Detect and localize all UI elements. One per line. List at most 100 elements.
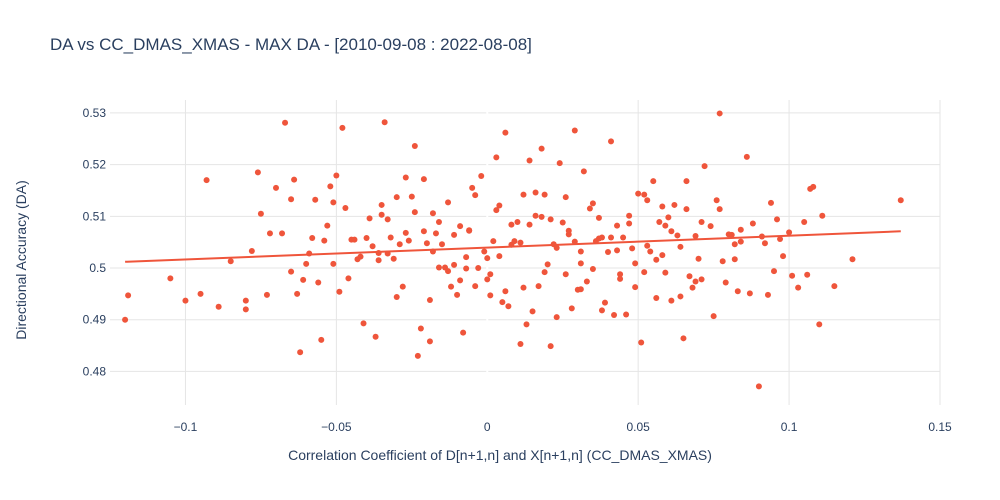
data-point[interactable] xyxy=(755,383,762,390)
data-point[interactable] xyxy=(448,283,455,290)
data-point[interactable] xyxy=(761,240,768,247)
data-point[interactable] xyxy=(541,191,548,198)
data-point[interactable] xyxy=(595,235,602,242)
data-point[interactable] xyxy=(493,154,500,161)
data-point[interactable] xyxy=(327,183,334,190)
data-point[interactable] xyxy=(315,279,322,286)
data-point[interactable] xyxy=(300,276,307,283)
data-point[interactable] xyxy=(312,196,319,203)
data-point[interactable] xyxy=(393,194,400,201)
data-point[interactable] xyxy=(728,231,735,238)
data-point[interactable] xyxy=(390,255,397,262)
data-point[interactable] xyxy=(303,260,310,267)
data-point[interactable] xyxy=(417,325,424,332)
data-point[interactable] xyxy=(758,233,765,240)
data-point[interactable] xyxy=(816,321,823,328)
data-point[interactable] xyxy=(529,308,536,315)
data-point[interactable] xyxy=(499,299,506,306)
data-point[interactable] xyxy=(463,254,470,261)
data-point[interactable] xyxy=(197,290,204,297)
data-point[interactable] xyxy=(405,237,412,244)
data-point[interactable] xyxy=(408,193,415,200)
data-point[interactable] xyxy=(266,230,273,237)
data-point[interactable] xyxy=(764,291,771,298)
data-point[interactable] xyxy=(242,297,249,304)
data-point[interactable] xyxy=(677,293,684,300)
data-point[interactable] xyxy=(656,219,663,225)
data-point[interactable] xyxy=(384,216,391,223)
data-point[interactable] xyxy=(457,223,464,230)
data-point[interactable] xyxy=(689,284,696,291)
data-point[interactable] xyxy=(722,279,729,286)
data-point[interactable] xyxy=(692,232,699,239)
data-point[interactable] xyxy=(508,221,515,228)
data-point[interactable] xyxy=(291,176,298,183)
data-point[interactable] xyxy=(445,268,452,275)
data-point[interactable] xyxy=(517,341,524,347)
data-point[interactable] xyxy=(692,278,699,285)
data-point[interactable] xyxy=(342,205,349,212)
data-point[interactable] xyxy=(795,284,802,291)
data-point[interactable] xyxy=(897,197,904,204)
data-point[interactable] xyxy=(396,241,403,248)
data-point[interactable] xyxy=(330,260,337,267)
data-point[interactable] xyxy=(819,212,826,219)
data-point[interactable] xyxy=(363,235,370,242)
data-point[interactable] xyxy=(330,199,337,206)
data-point[interactable] xyxy=(601,299,608,306)
data-point[interactable] xyxy=(653,256,660,263)
data-point[interactable] xyxy=(357,253,364,260)
data-point[interactable] xyxy=(605,248,611,255)
data-point[interactable] xyxy=(695,255,702,262)
data-point[interactable] xyxy=(595,214,602,221)
data-point[interactable] xyxy=(683,178,690,185)
data-point[interactable] xyxy=(254,169,261,176)
data-point[interactable] xyxy=(393,293,400,300)
data-point[interactable] xyxy=(297,349,304,356)
data-point[interactable] xyxy=(553,244,560,251)
data-point[interactable] xyxy=(366,215,373,222)
data-point[interactable] xyxy=(526,221,533,228)
data-point[interactable] xyxy=(526,157,533,164)
data-point[interactable] xyxy=(668,297,675,304)
data-point[interactable] xyxy=(719,258,726,265)
data-point[interactable] xyxy=(535,283,542,290)
data-point[interactable] xyxy=(429,248,436,255)
data-point[interactable] xyxy=(710,313,717,320)
data-point[interactable] xyxy=(659,252,666,259)
data-point[interactable] xyxy=(541,269,548,276)
data-point[interactable] xyxy=(490,238,497,245)
data-point[interactable] xyxy=(432,230,439,237)
data-point[interactable] xyxy=(288,268,295,275)
data-point[interactable] xyxy=(614,247,621,254)
data-point[interactable] xyxy=(520,191,527,198)
data-point[interactable] xyxy=(565,227,572,234)
data-point[interactable] xyxy=(562,194,569,201)
data-point[interactable] xyxy=(644,197,651,204)
data-point[interactable] xyxy=(502,288,509,295)
data-point[interactable] xyxy=(167,275,174,282)
data-point[interactable] xyxy=(306,250,313,257)
data-point[interactable] xyxy=(420,228,427,235)
data-point[interactable] xyxy=(734,288,741,295)
data-point[interactable] xyxy=(282,119,289,126)
data-point[interactable] xyxy=(698,276,705,283)
data-point[interactable] xyxy=(429,210,436,217)
data-point[interactable] xyxy=(777,236,784,243)
data-point[interactable] xyxy=(626,212,633,219)
data-point[interactable] xyxy=(496,202,503,209)
data-point[interactable] xyxy=(215,303,222,310)
data-point[interactable] xyxy=(577,286,584,293)
data-point[interactable] xyxy=(716,110,723,117)
data-point[interactable] xyxy=(369,243,376,250)
data-point[interactable] xyxy=(737,226,744,233)
data-point[interactable] xyxy=(445,199,452,206)
data-point[interactable] xyxy=(426,338,433,345)
data-point[interactable] xyxy=(589,266,596,273)
data-point[interactable] xyxy=(571,238,578,245)
data-point[interactable] xyxy=(505,303,512,310)
data-point[interactable] xyxy=(439,241,445,248)
data-point[interactable] xyxy=(804,271,811,278)
data-point[interactable] xyxy=(547,216,554,223)
data-point[interactable] xyxy=(716,206,723,213)
